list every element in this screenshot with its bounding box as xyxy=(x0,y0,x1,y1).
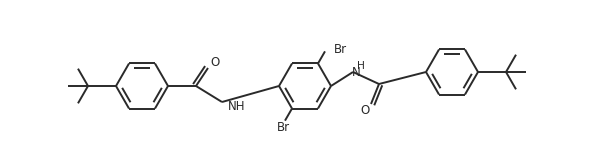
Text: N: N xyxy=(352,65,361,79)
Text: O: O xyxy=(210,57,220,69)
Text: Br: Br xyxy=(276,121,290,134)
Text: NH: NH xyxy=(228,99,246,112)
Text: H: H xyxy=(357,61,365,71)
Text: O: O xyxy=(361,104,370,117)
Text: Br: Br xyxy=(334,43,347,56)
